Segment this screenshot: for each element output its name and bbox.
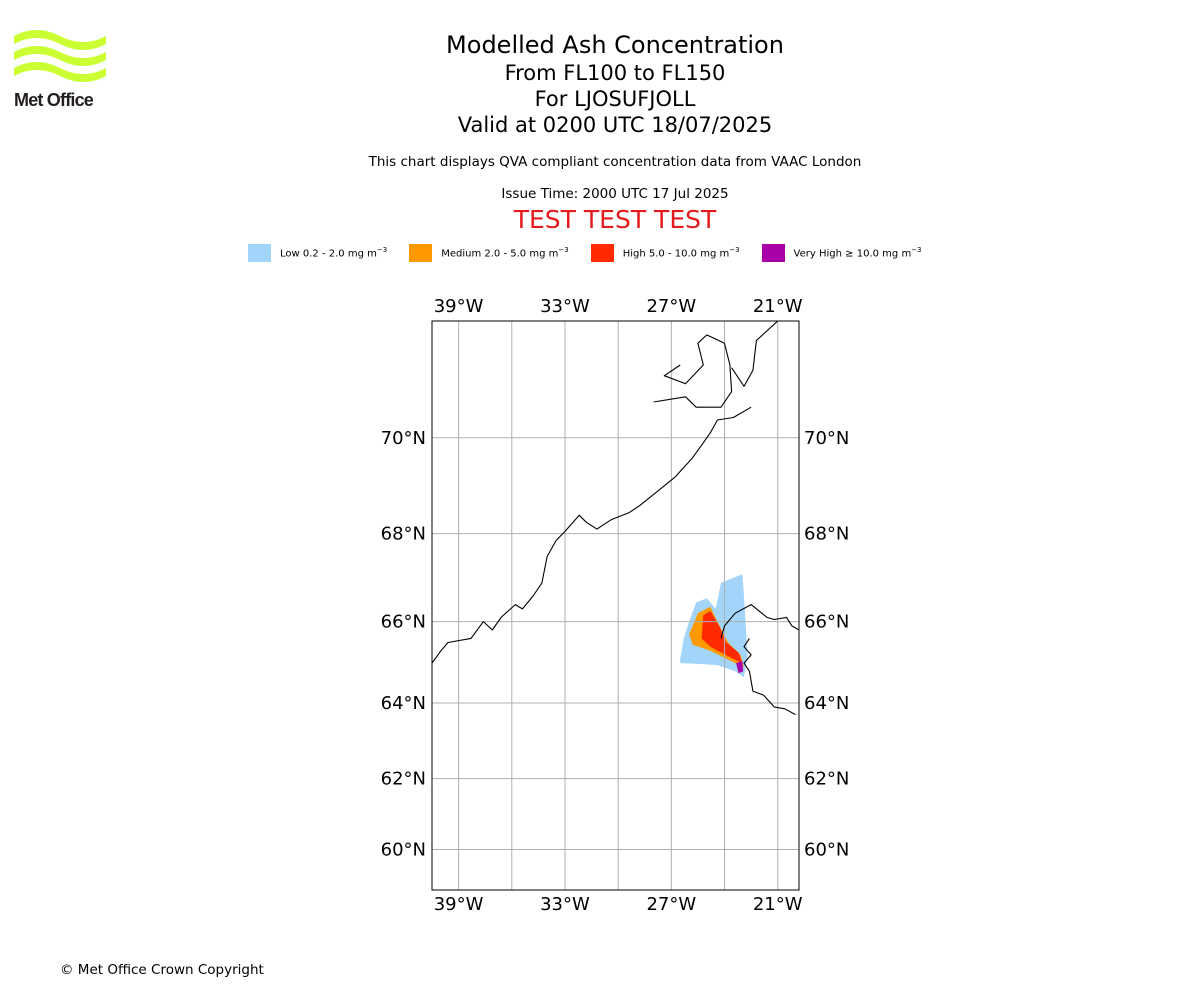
legend-unit-exponent: −3 (729, 246, 740, 255)
legend-range: 2.0 - 5.0 (484, 248, 527, 260)
legend: Low 0.2 - 2.0 mg m−3 Medium 2.0 - 5.0 mg … (248, 244, 944, 262)
coastline-iceland-west (743, 638, 796, 716)
legend-swatch (590, 244, 614, 262)
map-frame (431, 320, 800, 891)
legend-label: High 5.0 - 10.0 mg m−3 (623, 246, 740, 259)
legend-swatch (248, 244, 271, 262)
coastline-scoresby-sund (653, 334, 733, 408)
lat-tick-label-right: 60°N (804, 840, 849, 861)
lat-tick-label-right: 64°N (804, 693, 849, 714)
map-content (432, 321, 799, 890)
coastline-greenland-northeast (731, 321, 779, 387)
legend-level-name: Medium (441, 248, 482, 260)
wave-logo-icon (14, 30, 106, 82)
coastline-greenland-east-coast (432, 406, 752, 664)
legend-unit: mg m (347, 248, 377, 260)
legend-item: Very High ≥ 10.0 mg m−3 (761, 244, 922, 262)
lon-tick-label-bottom: 33°W (540, 894, 590, 915)
legend-unit-exponent: −3 (911, 246, 922, 255)
lat-tick-label-right: 70°N (804, 428, 849, 449)
copyright: © Met Office Crown Copyright (60, 962, 264, 978)
coastline-iceland-westfjords (720, 604, 799, 639)
lat-tick-label-left: 64°N (381, 693, 426, 714)
lon-tick-label-bottom: 21°W (753, 894, 803, 915)
legend-item: Medium 2.0 - 5.0 mg m−3 (409, 244, 569, 262)
lon-tick-label-bottom: 27°W (646, 894, 696, 915)
legend-unit-exponent: −3 (558, 246, 569, 255)
legend-swatch (761, 244, 785, 262)
logo-text: Met Office (14, 90, 94, 110)
volcano-name: For LJOSUFJOLL (534, 87, 696, 111)
lon-tick-label-top: 21°W (753, 296, 803, 317)
legend-level-name: Low (280, 248, 300, 260)
flight-levels: From FL100 to FL150 (504, 61, 726, 85)
legend-swatch (409, 244, 433, 262)
met-office-logo: Met Office (14, 30, 106, 111)
issue-time: Issue Time: 2000 UTC 17 Jul 2025 (501, 186, 729, 202)
lon-tick-label-top: 39°W (434, 296, 484, 317)
valid-time: Valid at 0200 UTC 18/07/2025 (457, 113, 773, 137)
legend-label: Very High ≥ 10.0 mg m−3 (794, 246, 922, 259)
lat-tick-label-left: 68°N (381, 524, 426, 545)
lat-tick-label-left: 66°N (381, 612, 426, 633)
lat-tick-label-right: 62°N (804, 769, 849, 790)
compliance-note: This chart displays QVA compliant concen… (368, 154, 862, 170)
lat-tick-label-left: 60°N (381, 840, 426, 861)
legend-level-name: Very High (793, 248, 842, 260)
legend-item: High 5.0 - 10.0 mg m−3 (590, 244, 740, 262)
legend-unit: mg m (882, 248, 912, 260)
lat-tick-label-right: 68°N (804, 524, 849, 545)
legend-unit-exponent: −3 (376, 246, 388, 255)
legend-label: Low 0.2 - 2.0 mg m−3 (280, 246, 387, 259)
legend-range: ≥ 10.0 (845, 248, 879, 260)
chart-header: Modelled Ash Concentration From FL100 to… (0, 30, 1200, 234)
ash-cloud-very-high (736, 661, 744, 674)
chart-title: Modelled Ash Concentration (446, 31, 784, 59)
legend-unit: mg m (700, 248, 730, 260)
legend-item: Low 0.2 - 2.0 mg m−3 (248, 244, 387, 262)
test-banner: TEST TEST TEST (513, 205, 717, 234)
legend-label: Medium 2.0 - 5.0 mg m−3 (441, 246, 569, 259)
legend-unit: mg m (529, 248, 559, 260)
lat-tick-label-right: 66°N (804, 612, 849, 633)
lon-tick-label-bottom: 39°W (434, 894, 484, 915)
lat-tick-label-left: 70°N (381, 428, 426, 449)
lon-tick-label-top: 27°W (646, 296, 696, 317)
lat-tick-label-left: 62°N (381, 769, 426, 790)
legend-range: 0.2 - 2.0 (302, 248, 345, 260)
legend-level-name: High (622, 248, 646, 260)
legend-range: 5.0 - 10.0 (648, 248, 698, 260)
lon-tick-label-top: 33°W (540, 296, 590, 317)
